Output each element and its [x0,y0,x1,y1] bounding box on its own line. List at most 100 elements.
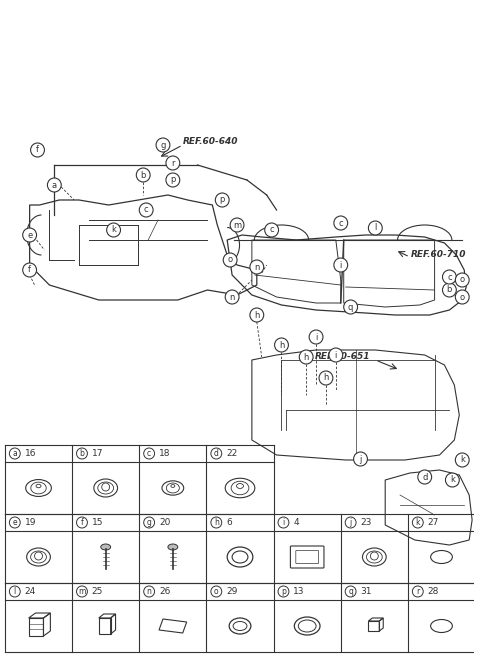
Text: c: c [144,206,148,214]
Text: e: e [27,231,32,240]
Circle shape [76,448,87,459]
Text: g: g [160,141,166,149]
Text: 22: 22 [226,449,238,458]
Text: q: q [348,587,353,596]
Circle shape [211,448,222,459]
Text: i: i [339,261,342,269]
Text: o: o [214,587,218,596]
Circle shape [418,470,432,484]
Text: m: m [78,587,85,596]
Circle shape [31,143,45,157]
Circle shape [166,173,180,187]
Circle shape [456,273,469,287]
Circle shape [354,452,367,466]
Circle shape [443,283,456,297]
Text: k: k [416,518,420,527]
Circle shape [144,448,155,459]
Text: n: n [229,293,235,301]
Circle shape [412,517,423,528]
Circle shape [334,216,348,230]
Text: g: g [147,518,152,527]
Text: j: j [349,518,352,527]
Circle shape [278,586,289,597]
Circle shape [211,586,222,597]
Text: n: n [147,587,152,596]
Text: 15: 15 [92,518,103,527]
Text: 25: 25 [92,587,103,596]
Circle shape [139,203,153,217]
Text: 6: 6 [226,518,232,527]
Text: b: b [447,286,452,295]
Circle shape [230,218,244,232]
Circle shape [211,517,222,528]
Circle shape [107,223,120,237]
Circle shape [319,371,333,385]
Text: j: j [360,455,362,464]
Circle shape [216,193,229,207]
Circle shape [412,586,423,597]
Text: k: k [460,455,465,464]
Text: k: k [111,225,116,234]
Circle shape [23,263,36,277]
Text: c: c [269,225,274,234]
Text: 24: 24 [24,587,36,596]
Text: e: e [12,518,17,527]
Text: 16: 16 [24,449,36,458]
Circle shape [136,168,150,182]
Text: o: o [460,276,465,284]
Text: h: h [303,352,309,362]
Text: f: f [36,145,39,155]
Text: l: l [14,587,16,596]
Ellipse shape [168,544,178,550]
Text: h: h [254,310,260,320]
Text: r: r [416,587,420,596]
Text: h: h [214,518,219,527]
Text: h: h [323,373,329,383]
Circle shape [456,453,469,467]
Circle shape [250,260,264,274]
Circle shape [345,586,356,597]
Circle shape [278,517,289,528]
Text: b: b [80,449,84,458]
Circle shape [299,350,313,364]
Text: r: r [171,159,175,168]
Text: REF.60-651: REF.60-651 [315,352,371,361]
Text: d: d [422,472,427,481]
Text: REF.60-710: REF.60-710 [411,250,467,259]
Text: a: a [52,181,57,189]
Circle shape [445,473,459,487]
Text: 29: 29 [226,587,238,596]
Text: c: c [338,219,343,227]
Circle shape [250,308,264,322]
Circle shape [76,517,87,528]
Text: h: h [279,341,284,350]
Text: a: a [12,449,17,458]
Text: n: n [254,263,260,272]
Circle shape [76,586,87,597]
Circle shape [275,338,288,352]
Text: p: p [170,176,176,185]
Circle shape [166,156,180,170]
Text: 17: 17 [92,449,103,458]
Text: c: c [447,272,452,282]
Circle shape [10,517,20,528]
Text: 28: 28 [428,587,439,596]
Text: f: f [81,518,84,527]
Circle shape [156,138,170,152]
Text: 31: 31 [360,587,372,596]
Circle shape [456,290,469,304]
Text: l: l [374,223,376,233]
Text: 4: 4 [293,518,299,527]
Circle shape [369,221,382,235]
Text: 27: 27 [428,518,439,527]
Circle shape [309,330,323,344]
Circle shape [223,253,237,267]
Text: c: c [147,449,151,458]
Circle shape [225,290,239,304]
Text: p: p [219,195,225,204]
Circle shape [144,586,155,597]
Text: m: m [233,221,241,229]
Text: 23: 23 [360,518,372,527]
Circle shape [23,228,36,242]
Circle shape [329,348,343,362]
